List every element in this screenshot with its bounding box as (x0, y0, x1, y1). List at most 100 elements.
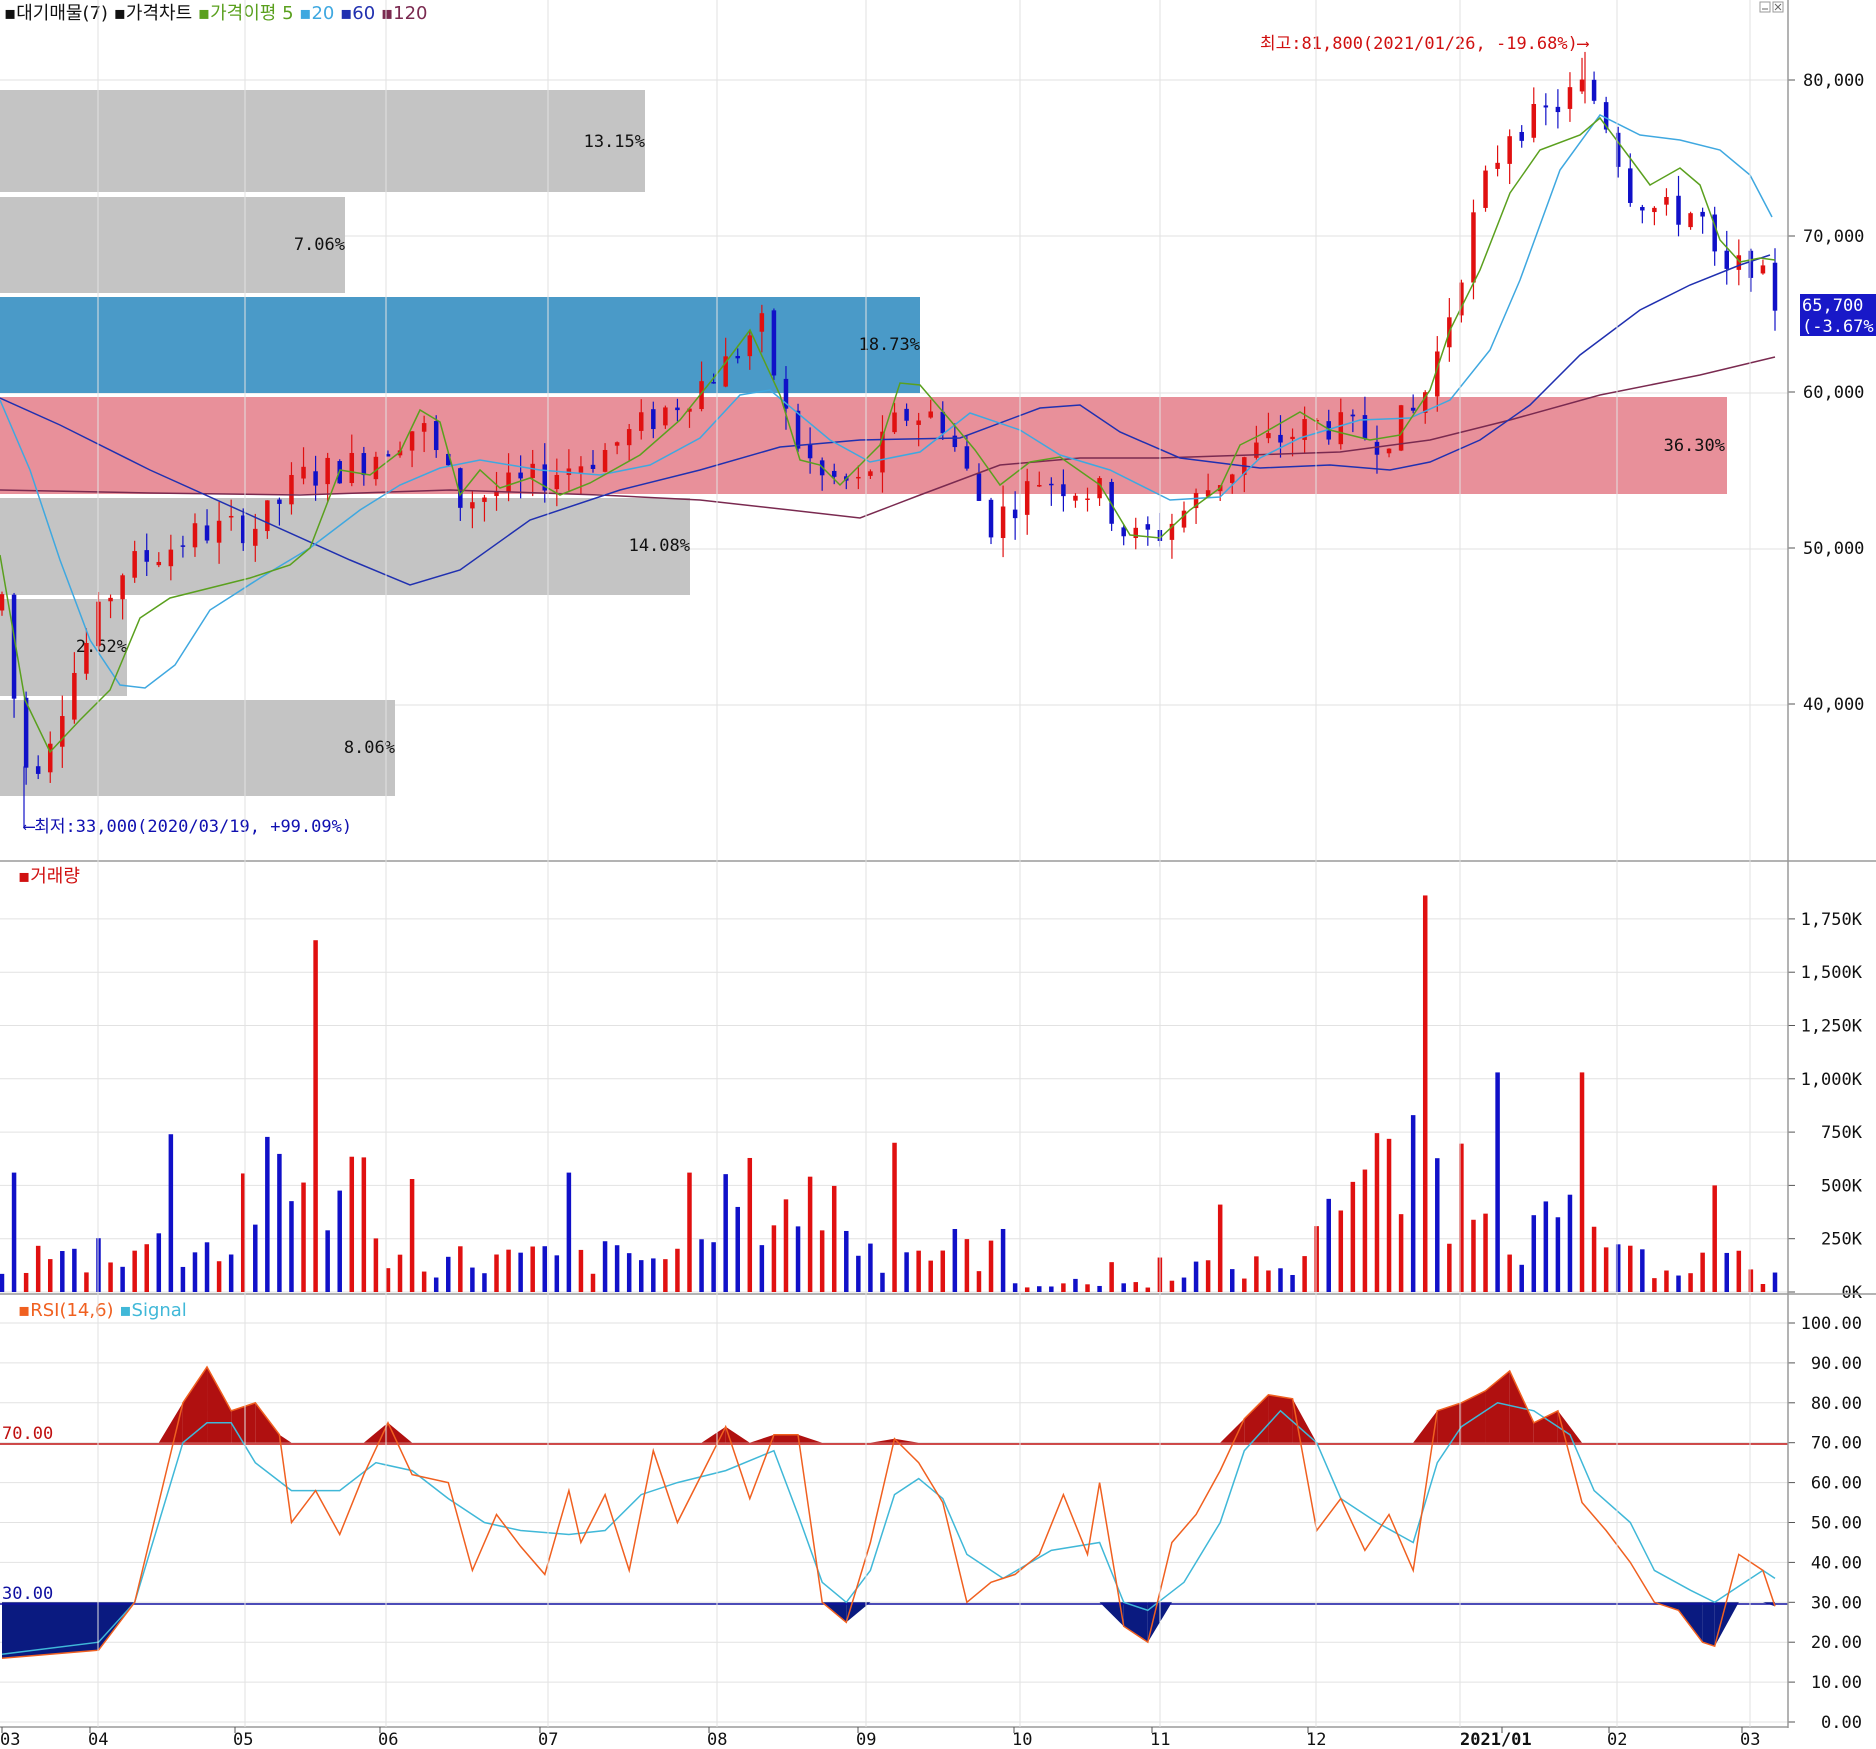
volume-bar (1664, 1270, 1669, 1292)
candle (1350, 409, 1356, 433)
legend-square-icon: ▪ (299, 3, 311, 24)
candle (928, 399, 933, 419)
candle (1591, 71, 1597, 105)
profile-bar-1 (0, 90, 645, 192)
volume-bar (216, 1261, 222, 1292)
price-panel-controls[interactable] (1759, 1, 1784, 13)
oversold-fill (2, 1602, 99, 1659)
volume-bar (1772, 1272, 1778, 1292)
volume-bar (409, 1179, 415, 1292)
volume-bar (421, 1271, 427, 1292)
candle (289, 462, 294, 515)
candle (1688, 211, 1693, 230)
candle (1748, 248, 1754, 292)
volume-y-tick-label: 1,500K (1801, 963, 1863, 983)
candle (168, 534, 174, 581)
candle (361, 446, 367, 486)
candle (614, 441, 620, 455)
x-tick-label: 12 (1306, 1730, 1326, 1749)
volume-bar (1724, 1252, 1730, 1292)
candle (747, 330, 753, 370)
candle (590, 450, 596, 473)
overbought-fill (279, 1434, 292, 1443)
volume-bar (1229, 1269, 1235, 1292)
candle (1061, 469, 1066, 512)
volume-bar (277, 1153, 282, 1292)
candle (47, 731, 53, 783)
volume-bar (795, 1226, 801, 1292)
candle (1266, 412, 1271, 444)
volume-bar (1579, 1072, 1585, 1292)
volume-bar (180, 1266, 186, 1292)
volume-bar (397, 1254, 403, 1292)
candle (626, 423, 632, 462)
candle (349, 434, 355, 487)
candle (1664, 188, 1669, 216)
volume-bar (1652, 1278, 1657, 1292)
candle (180, 535, 186, 558)
candle (868, 469, 873, 479)
candle (1410, 394, 1416, 414)
volume-bar (759, 1245, 765, 1292)
profile-pct-7: 8.06% (344, 738, 395, 758)
candle (1736, 239, 1742, 286)
volume-bar (1049, 1286, 1054, 1292)
candle (783, 366, 789, 430)
volume-bar (1242, 1278, 1247, 1292)
candle (313, 455, 318, 501)
volume-bar (699, 1239, 704, 1292)
volume-bar (1736, 1250, 1742, 1292)
legend-square-icon: ▪ (18, 866, 30, 887)
candle (108, 594, 113, 619)
oversold-fill (1714, 1602, 1739, 1647)
volume-y-tick-label: 0K (1842, 1283, 1863, 1303)
candle (988, 497, 994, 545)
volume-bar (470, 1267, 475, 1292)
volume-bar (807, 1176, 813, 1292)
candle (1073, 493, 1078, 508)
legend-square-icon: ▪ (340, 3, 352, 24)
candle (1483, 165, 1488, 212)
volume-bar (868, 1243, 873, 1292)
volume-bar (168, 1134, 174, 1292)
candle (1169, 513, 1175, 559)
volume-bar (1447, 1243, 1452, 1292)
volume-bar (23, 1272, 29, 1292)
candle (385, 450, 391, 457)
volume-bar (373, 1238, 379, 1292)
volume-bar (904, 1252, 909, 1292)
price-y-ticks: 80,000 70,000 60,000 50,000 40,000 (1788, 71, 1864, 715)
legend-volume: 거래량 (30, 866, 80, 887)
volume-bar (940, 1250, 946, 1292)
volume-bar (325, 1230, 330, 1292)
candle (1676, 175, 1681, 237)
volume-bar (132, 1250, 137, 1292)
volume-bar (1422, 895, 1428, 1292)
profile-bar-7 (0, 700, 395, 796)
volume-bar (72, 1248, 77, 1292)
x-tick-label: 11 (1150, 1730, 1170, 1749)
candle (1205, 473, 1211, 499)
volume-bar (518, 1252, 523, 1292)
candle (1049, 477, 1054, 506)
volume-y-tick-label: 500K (1821, 1176, 1863, 1196)
volume-bar (1097, 1285, 1102, 1292)
rsi-legend: ▪RSI(14,6) ▪Signal (18, 1300, 187, 1321)
candle (976, 463, 982, 502)
candle (1024, 468, 1030, 535)
volume-bar (831, 1185, 837, 1292)
volume-bar (289, 1201, 294, 1292)
overbought-fill (798, 1434, 823, 1443)
volume-bar (1398, 1214, 1404, 1292)
volume-bar (530, 1246, 535, 1292)
candle (72, 652, 77, 724)
rsi-30-label: 30.00 (2, 1584, 53, 1604)
profile-bar-2 (0, 197, 345, 293)
candle (638, 399, 644, 440)
x-tick-label: 06 (378, 1730, 398, 1749)
minimize-icon[interactable] (1759, 1, 1771, 13)
overbought-fill (158, 1402, 183, 1443)
candle (240, 508, 246, 551)
volume-bar (1217, 1204, 1223, 1292)
volume-bar (1012, 1283, 1018, 1292)
